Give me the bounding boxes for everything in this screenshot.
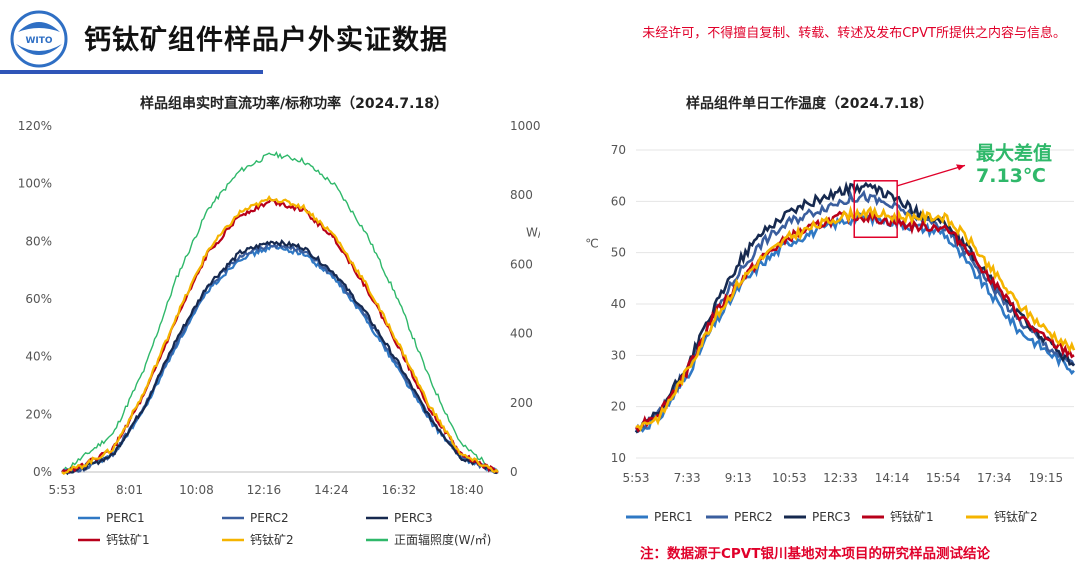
max-diff-value: 7.13℃ (976, 165, 1046, 187)
legend-label-irradiance: 正面辐照度(W/㎡) (394, 532, 491, 547)
max-diff-label: 最大差值 (976, 142, 1052, 165)
y2-tick-label: 1000 (510, 119, 540, 133)
series-line-irradiance (61, 150, 499, 473)
y-tick-label: 70 (611, 143, 626, 157)
series-line-perovskite2 (61, 195, 499, 475)
y-tick-label: 0% (33, 465, 52, 479)
x-tick-label: 18:40 (449, 483, 484, 497)
x-tick-label: 15:54 (926, 471, 961, 485)
y2-tick-label: 400 (510, 327, 533, 341)
x-tick-label: 7:33 (674, 471, 701, 485)
series-line-perovskite1 (634, 208, 1075, 433)
legend-label-perc2: PERC2 (250, 511, 289, 525)
y-tick-label: 40% (25, 350, 52, 364)
legend-label-perc2: PERC2 (734, 510, 773, 524)
y-tick-label: 120% (18, 119, 52, 133)
x-tick-label: 14:14 (875, 471, 910, 485)
series-line-perc2 (61, 242, 499, 475)
y-tick-label: 50 (611, 246, 626, 260)
y-tick-label: 60% (25, 292, 52, 306)
legend-label-perc1: PERC1 (106, 511, 145, 525)
x-tick-label: 14:24 (314, 483, 349, 497)
legend-label-perovskite2: 钙钛矿2 (250, 532, 294, 547)
y-tick-label: 60 (611, 194, 626, 208)
x-tick-label: 12:16 (247, 483, 282, 497)
legend-label-perc3: PERC3 (394, 511, 433, 525)
x-tick-label: 8:01 (116, 483, 143, 497)
page-title: 钙钛矿组件样品户外实证数据 (84, 25, 448, 56)
x-tick-label: 10:53 (772, 471, 807, 485)
y2-tick-label: 200 (510, 396, 533, 410)
x-tick-label: 16:32 (382, 483, 417, 497)
y2-tick-label: 600 (510, 257, 533, 271)
max-diff-box (853, 180, 898, 239)
title-underline (0, 70, 263, 74)
y-tick-label: 30 (611, 348, 626, 362)
legend-label-perovskite2: 钙钛矿2 (994, 509, 1038, 524)
copyright-notice: 未经许可，不得擅自复制、转载、转述及发布CPVT所提供之内容与信息。 (642, 26, 1066, 41)
series-line-perc1 (635, 209, 1075, 434)
wito-logo: WITO (10, 10, 68, 68)
y2-tick-label: 800 (510, 188, 533, 202)
x-tick-label: 5:53 (49, 483, 76, 497)
legend-label-perovskite1: 钙钛矿1 (890, 509, 934, 524)
right-chart-title: 样品组件单日工作温度（2024.7.18） (686, 96, 933, 112)
series-line-perovskite2 (635, 205, 1076, 432)
x-tick-label: 17:34 (977, 471, 1012, 485)
arrow-head-icon (956, 164, 965, 171)
temperature-chart: 10 20 30 40 50 60 70 ℃ 5:53 7:33 9:13 10:53 12:33 14:… (585, 142, 1076, 524)
x-tick-label: 10:08 (179, 483, 214, 497)
legend-label-perovskite1: 钙钛矿1 (106, 532, 150, 547)
series-line-perc2 (634, 189, 1076, 433)
data-source-note: 注：数据源于CPVT银川基地对本项目的研究样品测试结论 (640, 546, 990, 562)
y-tick-label: 20 (611, 400, 626, 414)
y-tick-label: 20% (25, 407, 52, 421)
power-ratio-chart: 0% 20% 40% 60% 80% 100% 120% 0 200 400 600 800 1000 W… (18, 119, 540, 547)
legend-label-perc3: PERC3 (812, 510, 851, 524)
legend-label-perc1: PERC1 (654, 510, 693, 524)
series-line-perc1 (61, 244, 499, 474)
x-tick-label: 19:15 (1029, 471, 1064, 485)
y-axis-label: ℃ (585, 237, 598, 251)
y2-tick-label: 0 (510, 465, 518, 479)
left-chart-title: 样品组串实时直流功率/标称功率（2024.7.18） (140, 96, 448, 112)
logo-text: WITO (25, 36, 52, 46)
x-tick-label: 9:13 (725, 471, 752, 485)
series-line-perc3 (61, 238, 499, 476)
y-tick-label: 10 (611, 451, 626, 465)
y2-axis-label: W/m2 (526, 226, 540, 240)
x-tick-label: 12:33 (823, 471, 858, 485)
series-line-perovskite1 (61, 198, 499, 474)
annotation-arrow (896, 164, 966, 187)
y-tick-label: 100% (18, 177, 52, 191)
y-tick-label: 80% (25, 234, 52, 248)
y-tick-label: 40 (611, 297, 626, 311)
x-tick-label: 5:53 (623, 471, 650, 485)
